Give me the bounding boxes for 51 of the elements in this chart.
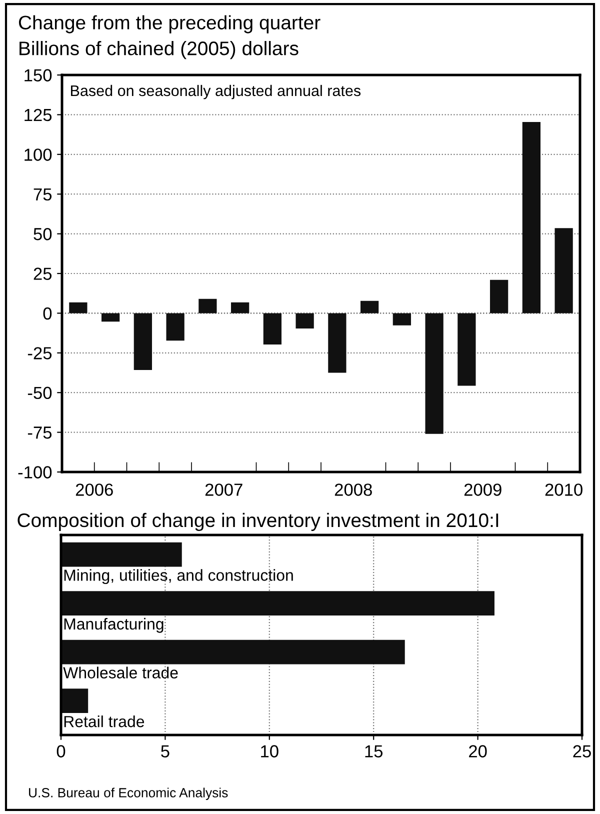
x-tick-label: 10 [261,745,278,758]
bar [263,313,282,344]
bar [458,313,476,386]
bar [134,313,152,370]
bar [102,313,120,322]
text: U.S. Bureau of Economic Analysis [29,788,228,800]
bar [61,591,494,616]
y-tick-label: 150 [24,69,52,82]
bar [231,302,250,314]
bar [69,302,88,314]
y-tick-label: -100 [18,466,52,478]
bar [61,640,405,664]
y-tick-label: 0 [43,307,52,320]
bar [360,300,379,314]
y-tick-label: 50 [34,228,52,240]
x-tick-label: 2010 [545,484,582,496]
x-tick-label: 20 [469,745,487,758]
bar [166,313,184,341]
annotation: Based on seasonally adjusted annual rates [71,84,361,100]
x-tick-label: 25 [573,745,591,758]
category-label: Manufacturing [64,618,164,633]
x-tick-label: 2009 [464,484,502,496]
y-tick-label: 75 [34,188,52,201]
category-label: Wholesale trade [63,666,178,678]
x-tick-label: 5 [161,745,170,758]
category-label: Mining, utilities, and construction [64,569,293,584]
x-tick-label: 0 [56,745,66,758]
bar [522,122,540,314]
x-tick-label: 2007 [205,484,242,496]
bar [392,313,411,326]
y-tick-label: -75 [28,426,52,439]
x-tick-label: 15 [365,745,383,758]
bar [198,298,217,314]
chart-title: Change from the preceding quarter [18,15,320,34]
chart-subtitle: Billions of chained (2005) dollars [20,40,298,60]
chart-title: Composition of change in inventory investment in 2010:I [18,512,498,531]
x-tick-label: 2008 [334,484,372,496]
x-tick-label: 2006 [76,484,113,496]
bar [328,313,346,373]
bar [490,280,508,314]
bar [425,313,444,434]
bar [296,313,314,328]
y-tick-label: 100 [24,148,52,161]
y-tick-label: 125 [24,108,52,122]
bar [61,688,88,714]
y-tick-label: 25 [34,268,52,280]
y-tick-label: -50 [28,386,52,400]
bar [554,228,573,314]
category-label: Retail trade [64,715,144,728]
bar [61,542,182,567]
y-tick-label: -25 [28,347,52,360]
